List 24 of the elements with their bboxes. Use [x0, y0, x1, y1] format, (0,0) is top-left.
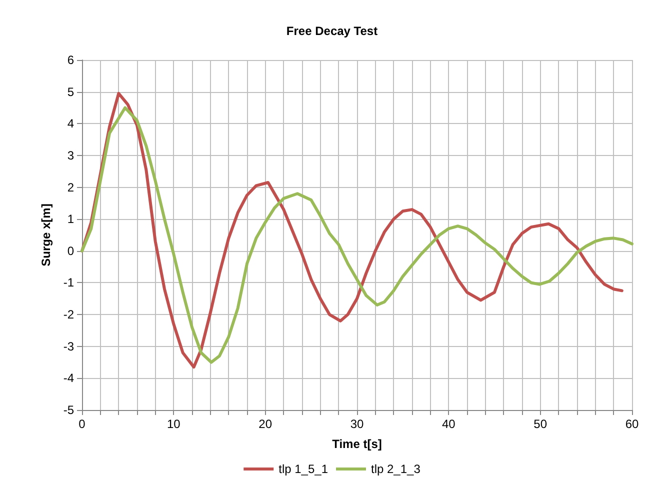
- y-tick-label: -1: [63, 276, 74, 290]
- y-tick-label: -3: [63, 339, 74, 354]
- y-tick-label: 2: [67, 180, 74, 194]
- x-axis-title: Time t[s]: [332, 437, 382, 451]
- x-tick-label: 30: [350, 417, 364, 431]
- x-tick-label: 50: [534, 417, 548, 431]
- y-tick-label: 3: [67, 148, 74, 162]
- legend-label: tlp 1_5_1: [278, 462, 328, 476]
- y-tick-label: 6: [67, 53, 74, 67]
- x-tick-label: 0: [78, 417, 86, 431]
- legend-label: tlp 2_1_3: [371, 462, 421, 476]
- y-tick-label: 1: [67, 212, 74, 226]
- x-tick-label: 20: [258, 417, 272, 431]
- x-tick-label: 40: [442, 417, 456, 431]
- y-tick-label: 5: [67, 84, 74, 99]
- y-tick-label: 4: [67, 116, 74, 131]
- y-tick-label: -4: [63, 371, 74, 386]
- chart-title: Free Decay Test: [286, 24, 378, 38]
- y-tick-label: -2: [63, 308, 74, 322]
- x-tick-label: 60: [625, 417, 639, 431]
- x-tick-label: 10: [166, 417, 181, 431]
- y-tick-label: 0: [67, 244, 74, 258]
- y-axis-title: Surge x[m]: [39, 204, 53, 266]
- y-tick-label: -5: [63, 403, 74, 417]
